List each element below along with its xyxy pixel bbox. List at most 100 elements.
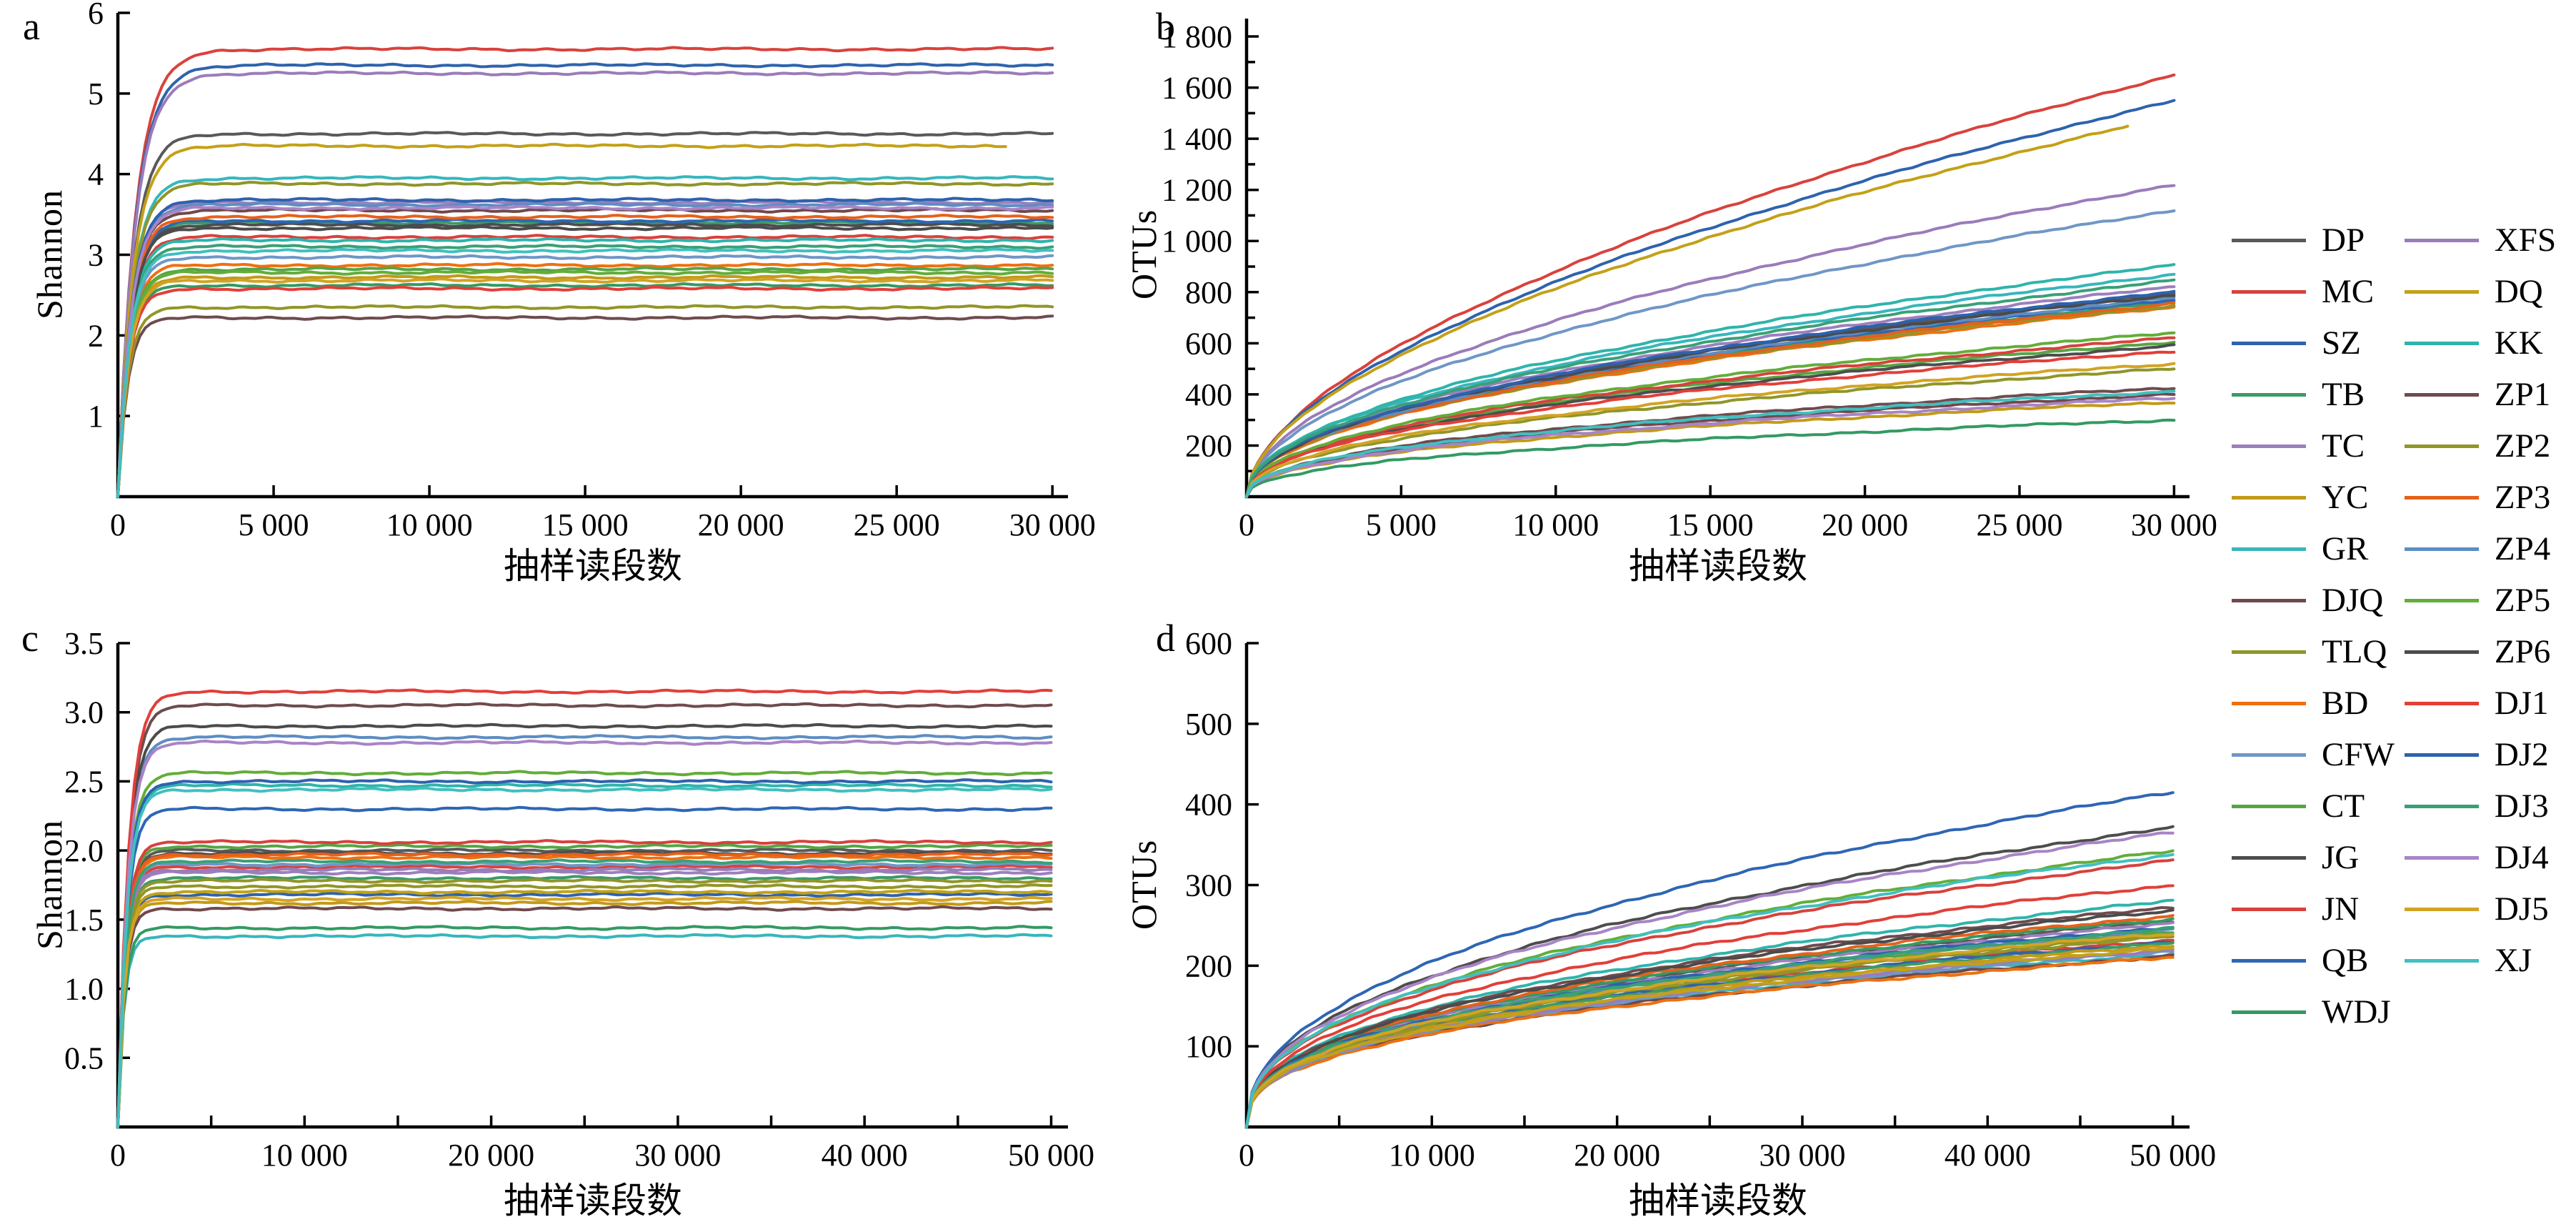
legend-swatch-XFS [2404,238,2479,242]
series-line-DJ4 [116,204,1054,498]
legend-item-BD: BD [2232,677,2395,729]
legend-swatch-CT [2232,804,2306,808]
series-line-DJ3 [1245,278,2176,498]
y-tick-label: 1 400 [1162,121,1232,157]
series-line-XJ [1245,389,2176,498]
legend-swatch-MC [2232,289,2306,294]
series-line-DP [116,131,1054,498]
legend-label-DJ1: DJ1 [2494,684,2549,722]
legend-label-XJ: XJ [2494,941,2532,979]
panel-b-x-axis-label: 抽样读段数 [1629,546,1807,586]
series-line-CT [116,266,1054,498]
legend-item-ZP6: ZP6 [2404,626,2556,677]
legend-label-KK: KK [2494,324,2543,362]
series-line-CFW [1245,209,2176,498]
series-line-JG [116,850,1053,1128]
x-tick-label: 30 000 [1009,507,1096,542]
y-tick-label: 2.5 [64,764,104,799]
series-line-JN [1245,336,2176,498]
x-tick-label: 10 000 [386,507,473,542]
legend-swatch-ZP6 [2404,650,2479,654]
series-line-ZP1 [116,314,1054,498]
legend-label-ZP3: ZP3 [2494,478,2551,516]
panel-b-letter: b [1156,5,1175,48]
legend-column-1: DP MC SZ TB TC YC GR DJQ TLQ BD CFW CT JG JN QB WDJ [2232,214,2395,1038]
legend-label-WDJ: WDJ [2322,993,2391,1030]
series-line-MC [1245,73,2176,498]
series-line-DJQ [116,207,1054,498]
legend-item-DJ4: DJ4 [2404,832,2556,883]
y-tick-label: 0.5 [64,1040,104,1075]
legend-item-TLQ: TLQ [2232,626,2395,677]
series-line-MC [116,864,1053,1128]
series-line-WDJ [116,925,1053,1128]
y-tick-label: 4 [88,157,104,192]
panel-d-plot: 0 10 000 20 000 30 000 40 000 50 000 100 200 300… [1185,626,2216,1173]
series-line-ZP5 [116,770,1053,1128]
y-tick-label: 1 [88,399,104,434]
series-line-ZP3 [1245,914,2175,1128]
series-line-YC [1245,401,2176,498]
legend-item-DJ5: DJ5 [2404,883,2556,935]
y-tick-label: 200 [1185,428,1232,463]
legend-label-ZP4: ZP4 [2494,530,2551,567]
series-line-DJ5 [1245,933,2175,1128]
series-line-SZ [1245,99,2176,498]
series-line-JG [116,222,1054,498]
series-line-BD [1245,955,2175,1128]
legend-label-DJQ: DJQ [2322,581,2384,619]
legend-item-JG: JG [2232,832,2395,883]
panel-b-y-ticks: 200 400 600 800 1 000 1 200 1 400 1 600 1 800 [1162,19,1259,472]
series-line-ZP4 [116,202,1054,498]
y-tick-label: 1 800 [1162,19,1232,54]
panel-a-x-ticks: 0 5 000 10 000 15 000 20 000 25 000 30 000 [110,485,1096,542]
legend-swatch-DJQ [2232,598,2306,602]
series-line-YC [1245,945,2175,1128]
legend-swatch-SZ [2232,341,2306,345]
series-line-DJ4 [1245,831,2175,1128]
legend-label-JG: JG [2322,838,2360,876]
panel-d-y-ticks: 100 200 300 400 500 600 [1185,626,1259,1064]
series-line-KK [116,237,1054,498]
series-line-ZP4 [116,734,1053,1128]
legend-label-TLQ: TLQ [2322,632,2387,670]
legend-label-YC: YC [2322,478,2369,516]
series-line-DQ [116,142,1007,498]
legend-label-DJ5: DJ5 [2494,890,2549,928]
series-line-SZ [116,891,1053,1128]
x-tick-label: 20 000 [448,1138,534,1173]
panel-a-series [116,46,1054,498]
legend-swatch-KK [2404,341,2479,345]
panel-b-x-ticks: 0 5 000 10 000 15 000 20 000 25 000 30 000 [1239,485,2217,542]
legend-swatch-TB [2232,392,2306,397]
legend-item-ZP2: ZP2 [2404,420,2556,472]
series-line-TC [116,199,1054,498]
y-tick-label: 600 [1185,326,1232,361]
series-line-JN [116,234,1054,498]
legend-label-ZP2: ZP2 [2494,427,2551,465]
series-line-ZP6 [1245,908,2175,1128]
legend-item-TB: TB [2232,369,2395,420]
series-line-ZP4 [1245,296,2176,498]
legend-swatch-YC [2232,495,2306,500]
series-line-DJ5 [116,277,1054,498]
y-tick-label: 400 [1185,377,1232,412]
panel-d-x-ticks: 0 10 000 20 000 30 000 40 000 50 000 [1239,1116,2216,1173]
legend: DP MC SZ TB TC YC GR DJQ TLQ BD CFW CT JG JN QB WDJ XFS… [2232,214,2556,1038]
series-line-ZP5 [1245,331,2176,498]
series-line-SZ [116,62,1054,498]
series-line-GR [116,933,1053,1128]
panel-a-axes [116,13,1068,499]
legend-label-ZP1: ZP1 [2494,375,2551,413]
series-line-DJ1 [116,688,1053,1128]
x-tick-label: 20 000 [698,507,784,542]
legend-label-DJ4: DJ4 [2494,838,2549,876]
panel-d-x-axis-label: 抽样读段数 [1629,1181,1807,1221]
panel-b-plot: 0 5 000 10 000 15 000 20 000 25 000 30 000 200 4… [1162,19,2217,542]
panel-c-x-ticks: 0 10 000 20 000 30 000 40 000 50 000 [110,1116,1094,1173]
series-line-XFS [116,867,1053,1128]
x-tick-label: 50 000 [1008,1138,1094,1173]
series-line-XJ [116,786,1053,1128]
series-line-CT [116,843,1053,1128]
legend-item-CFW: CFW [2232,729,2395,780]
